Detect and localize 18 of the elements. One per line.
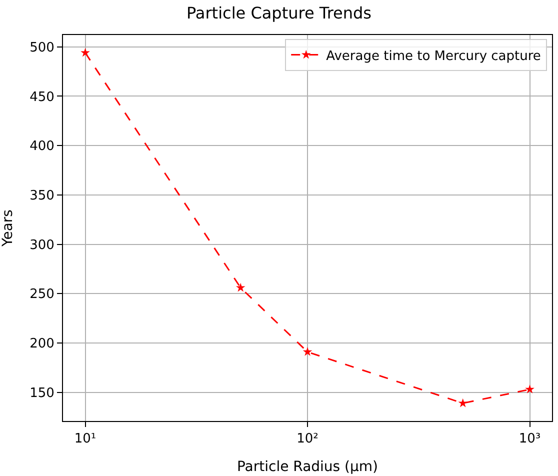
y-tick-label: 250 <box>30 287 54 302</box>
y-tick-label: 450 <box>30 90 54 105</box>
point <box>80 48 90 57</box>
x-tick-label: 10¹ <box>74 432 96 447</box>
legend-label: Average time to Mercury capture <box>326 48 541 64</box>
point <box>525 384 534 394</box>
x-axis-title: Particle Radius (μm) <box>236 458 378 475</box>
x-tick-label: 10² <box>296 432 318 447</box>
y-axis-title: Years <box>0 210 16 248</box>
point <box>302 347 312 356</box>
y-tick-label: 400 <box>30 139 54 154</box>
y-tick-label: 200 <box>30 336 54 352</box>
y-tick-label: 150 <box>30 386 54 401</box>
x-tick-label: 10³ <box>518 432 541 447</box>
y-tick-label: 500 <box>30 40 54 56</box>
chart-title: Particle Capture Trends <box>186 3 372 22</box>
y-tick-label: 350 <box>30 188 54 204</box>
y-tick-label: 300 <box>30 238 54 253</box>
